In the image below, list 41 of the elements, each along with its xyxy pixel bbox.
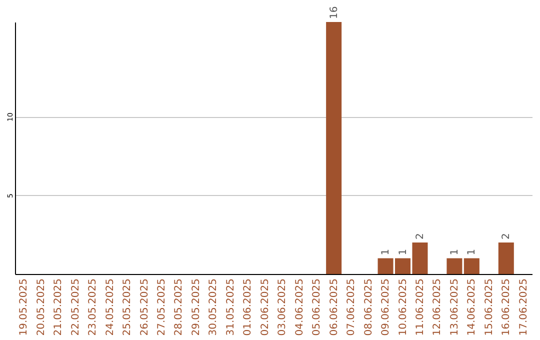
x-tick-label: 09.06.2025 <box>380 278 392 336</box>
x-tick-label: 20.05.2025 <box>36 278 47 336</box>
data-label: 1 <box>449 248 460 256</box>
x-tick-label: 12.06.2025 <box>432 278 444 336</box>
x-tick-label: 11.06.2025 <box>414 278 426 336</box>
x-tick-label: 16.06.2025 <box>501 278 512 336</box>
x-tick-label: 23.05.2025 <box>88 278 99 336</box>
x-tick-label: 06.06.2025 <box>328 278 340 336</box>
x-tick-label: 30.05.2025 <box>208 278 220 336</box>
x-tick-label: 28.05.2025 <box>174 278 185 336</box>
x-tick-label: 15.06.2025 <box>484 278 495 336</box>
x-tick-label: 22.05.2025 <box>70 278 82 336</box>
x-tick-label: 21.05.2025 <box>53 278 64 336</box>
x-tick-label: 02.06.2025 <box>260 278 271 336</box>
data-label: 1 <box>398 248 409 256</box>
bar <box>446 258 462 274</box>
data-label: 16 <box>328 6 340 19</box>
x-tick-label: 19.05.2025 <box>18 278 30 336</box>
x-tick-label: 25.05.2025 <box>122 278 134 336</box>
x-tick-label: 13.06.2025 <box>449 278 460 336</box>
data-label: 1 <box>380 248 392 256</box>
data-label: 2 <box>414 233 426 240</box>
x-tick-label: 01.06.2025 <box>242 278 254 336</box>
x-tick-label: 10.06.2025 <box>398 278 409 336</box>
x-tick-label: 31.05.2025 <box>225 278 236 336</box>
x-tick-label: 07.06.2025 <box>346 278 358 336</box>
data-label: 2 <box>501 233 512 240</box>
x-tick-label: 17.06.2025 <box>518 278 530 336</box>
bar <box>326 22 342 274</box>
data-label: 1 <box>466 248 478 256</box>
x-tick-label: 04.06.2025 <box>294 278 306 336</box>
x-tick-label: 24.05.2025 <box>104 278 116 336</box>
x-tick-label: 03.06.2025 <box>277 278 288 336</box>
bar <box>464 258 480 274</box>
x-tick-label: 26.05.2025 <box>139 278 150 336</box>
x-tick-label: 29.05.2025 <box>190 278 202 336</box>
bar <box>498 242 514 274</box>
x-tick-label: 27.05.2025 <box>156 278 168 336</box>
x-tick-label: 05.06.2025 <box>312 278 323 336</box>
x-tick-label: 08.06.2025 <box>363 278 374 336</box>
x-tick-label: 14.06.2025 <box>466 278 478 336</box>
